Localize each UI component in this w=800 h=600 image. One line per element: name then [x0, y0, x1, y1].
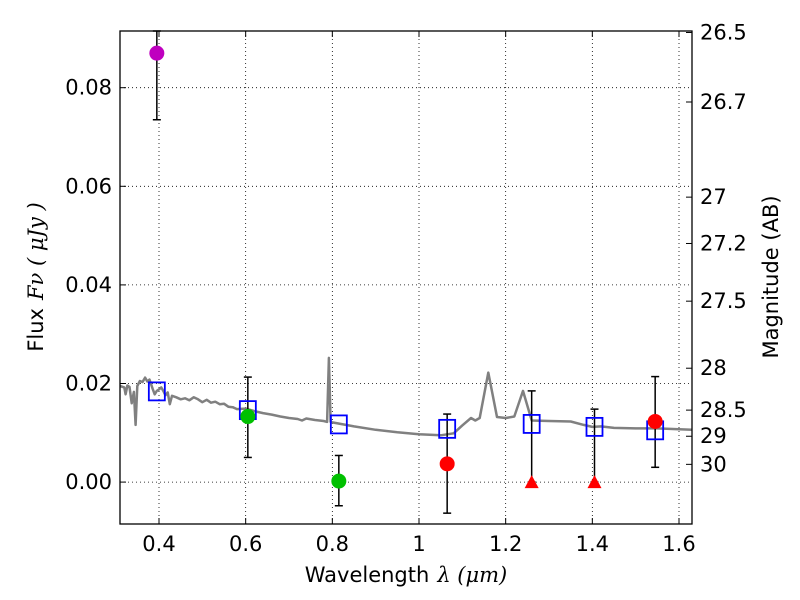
x-tick-label: 0.6 [229, 532, 262, 556]
mag-tick-label: 26.7 [700, 90, 747, 114]
x-tick-label: 1.4 [576, 532, 609, 556]
data-layer [120, 30, 692, 514]
y-tick-label: 0.00 [65, 470, 112, 494]
model-flux-square [438, 418, 457, 439]
observed-flux-point [240, 409, 256, 425]
model-flux-square [585, 416, 604, 437]
plot-frame [119, 30, 693, 525]
observed-flux-point [647, 413, 663, 429]
x-tick-label: 1 [412, 532, 425, 556]
x-tick-label: 0.4 [142, 532, 175, 556]
x-tick-label: 1.2 [489, 532, 522, 556]
y2-axis-label: Magnitude (AB) [759, 195, 783, 358]
template-spectrum-line [120, 356, 692, 437]
y-tick-label: 0.08 [65, 76, 112, 100]
mag-tick-label: 27 [700, 185, 727, 209]
mag-tick-label: 27.2 [700, 231, 747, 255]
x-tick-label: 1.6 [662, 532, 695, 556]
observed-flux-point [439, 456, 455, 472]
axis-ticks: 0.4 0.6 0.8 1 1.2 1.4 1.6 0.00 0.02 0.04 0.06 0.08 2… [65, 20, 747, 556]
grid-lines [120, 31, 692, 524]
observed-flux-point [331, 473, 347, 489]
model-flux-square [329, 414, 348, 435]
mag-tick-label: 27.5 [700, 289, 747, 313]
mag-tick-label: 28.5 [700, 398, 747, 422]
x-axis-label: Wavelength λ (μm) [305, 563, 508, 587]
mag-tick-label: 26.5 [700, 20, 747, 44]
y-tick-label: 0.06 [65, 174, 112, 198]
model-flux-square [522, 414, 541, 434]
y-axis-label: FluxFν ( μJy ) [24, 202, 48, 351]
mag-tick-label: 29 [700, 424, 727, 448]
upper-limit-triangle [524, 475, 539, 489]
y-tick-label: 0.04 [65, 273, 112, 297]
model-flux-square [147, 381, 166, 402]
x-tick-label: 0.8 [316, 532, 349, 556]
upper-limit-triangle [587, 475, 602, 489]
y-tick-label: 0.02 [65, 371, 112, 395]
mag-tick-label: 30 [700, 452, 727, 476]
observed-flux-point [149, 45, 165, 61]
mag-tick-label: 28 [700, 356, 727, 380]
